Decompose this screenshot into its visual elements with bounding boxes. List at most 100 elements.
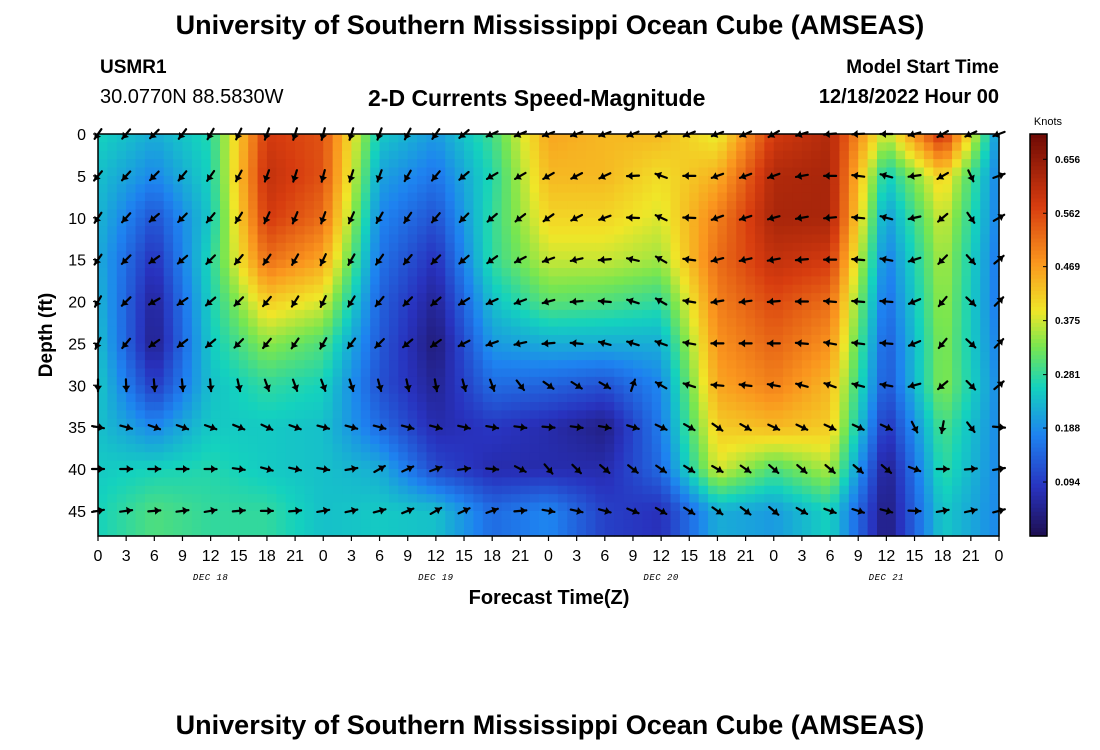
- heat-cell: [388, 469, 399, 478]
- heat-cell: [745, 142, 756, 152]
- heat-cell: [820, 368, 831, 378]
- heat-cell: [257, 527, 268, 537]
- heat-cell: [726, 410, 737, 420]
- heat-cell: [980, 527, 991, 537]
- heat-cell: [435, 217, 446, 227]
- heat-cell: [989, 134, 1000, 143]
- current-arrow: [514, 213, 527, 223]
- heat-cell: [661, 477, 672, 487]
- heat-cell: [604, 276, 615, 286]
- heat-cell: [163, 326, 174, 336]
- heat-cell: [98, 393, 108, 403]
- heat-cell: [614, 418, 625, 428]
- current-arrow: [822, 171, 838, 180]
- heat-cell: [276, 209, 287, 219]
- heat-cell: [614, 309, 625, 319]
- heat-cell: [285, 360, 296, 370]
- heat-cell: [126, 343, 137, 353]
- heat-cell: [923, 209, 934, 219]
- heat-cell: [642, 360, 653, 370]
- heat-cell: [210, 351, 221, 361]
- heat-cell: [773, 393, 784, 403]
- heat-cell: [313, 175, 324, 185]
- heat-cell: [736, 201, 747, 210]
- heat-cell: [342, 284, 353, 294]
- heat-cell: [435, 142, 446, 152]
- heat-cell: [792, 477, 803, 487]
- heat-cell: [154, 318, 165, 328]
- heat-cell: [876, 485, 887, 495]
- heat-cell: [933, 351, 944, 361]
- heat-cell: [764, 268, 775, 277]
- heat-cell: [933, 410, 944, 420]
- heat-cell: [586, 159, 597, 169]
- heat-cell: [454, 410, 465, 420]
- heat-cell: [651, 385, 662, 395]
- heat-cell: [811, 134, 822, 143]
- heat-cell: [923, 167, 934, 177]
- heat-cell: [708, 226, 719, 236]
- heat-cell: [417, 477, 428, 487]
- heat-cell: [126, 217, 137, 227]
- heat-cell: [191, 519, 202, 529]
- heat-cell: [698, 385, 709, 395]
- heat-cell: [651, 510, 662, 520]
- heat-cell: [98, 485, 108, 495]
- heat-cell: [135, 318, 146, 328]
- heat-cell: [632, 427, 643, 437]
- heat-cell: [482, 460, 493, 470]
- heat-cell: [604, 410, 615, 420]
- heat-cell: [407, 351, 418, 361]
- heat-cell: [848, 485, 859, 495]
- heat-cell: [210, 393, 221, 403]
- heat-cell: [980, 410, 991, 420]
- heat-cell: [220, 309, 230, 319]
- heat-cell: [736, 477, 747, 487]
- heat-cell: [914, 418, 925, 428]
- heat-cell: [388, 510, 399, 520]
- heat-cell: [276, 201, 287, 210]
- heat-cell: [989, 234, 1000, 244]
- heat-cell: [923, 251, 934, 261]
- heat-cell: [792, 519, 803, 529]
- arrow-head: [796, 213, 803, 222]
- heat-cell: [632, 510, 643, 520]
- heat-cell: [952, 343, 963, 353]
- heat-cell: [304, 527, 315, 537]
- heat-cell: [229, 184, 240, 194]
- heat-cell: [257, 309, 268, 319]
- heat-cell: [445, 393, 456, 403]
- heat-cell: [529, 393, 540, 403]
- heat-cell: [661, 418, 672, 428]
- heat-cell: [670, 360, 681, 370]
- heat-cell: [435, 268, 446, 277]
- heat-cell: [229, 217, 240, 227]
- heat-cell: [370, 175, 381, 185]
- heat-cell: [257, 293, 268, 303]
- heat-cell: [867, 234, 878, 244]
- arrow-head: [767, 255, 774, 264]
- heat-cell: [238, 217, 249, 227]
- heat-cell: [482, 452, 493, 462]
- heat-cell: [285, 443, 296, 453]
- heat-cell: [989, 184, 1000, 194]
- heat-cell: [435, 360, 446, 370]
- heat-cell: [604, 268, 615, 277]
- heat-cell: [811, 268, 822, 277]
- heat-cell: [848, 351, 859, 361]
- heat-cell: [435, 192, 446, 202]
- heat-cell: [708, 335, 719, 344]
- heat-cell: [276, 335, 287, 344]
- heat-cell: [651, 452, 662, 462]
- heat-cell: [952, 192, 963, 202]
- heat-cell: [689, 251, 700, 261]
- heat-cell: [229, 134, 240, 143]
- heat-cell: [266, 410, 277, 420]
- heat-cell: [557, 167, 568, 177]
- heat-cell: [220, 134, 230, 143]
- heat-cell: [651, 217, 662, 227]
- heat-cell: [905, 502, 916, 512]
- heat-cell: [698, 360, 709, 370]
- heat-cell: [482, 167, 493, 177]
- heat-cell: [360, 443, 371, 453]
